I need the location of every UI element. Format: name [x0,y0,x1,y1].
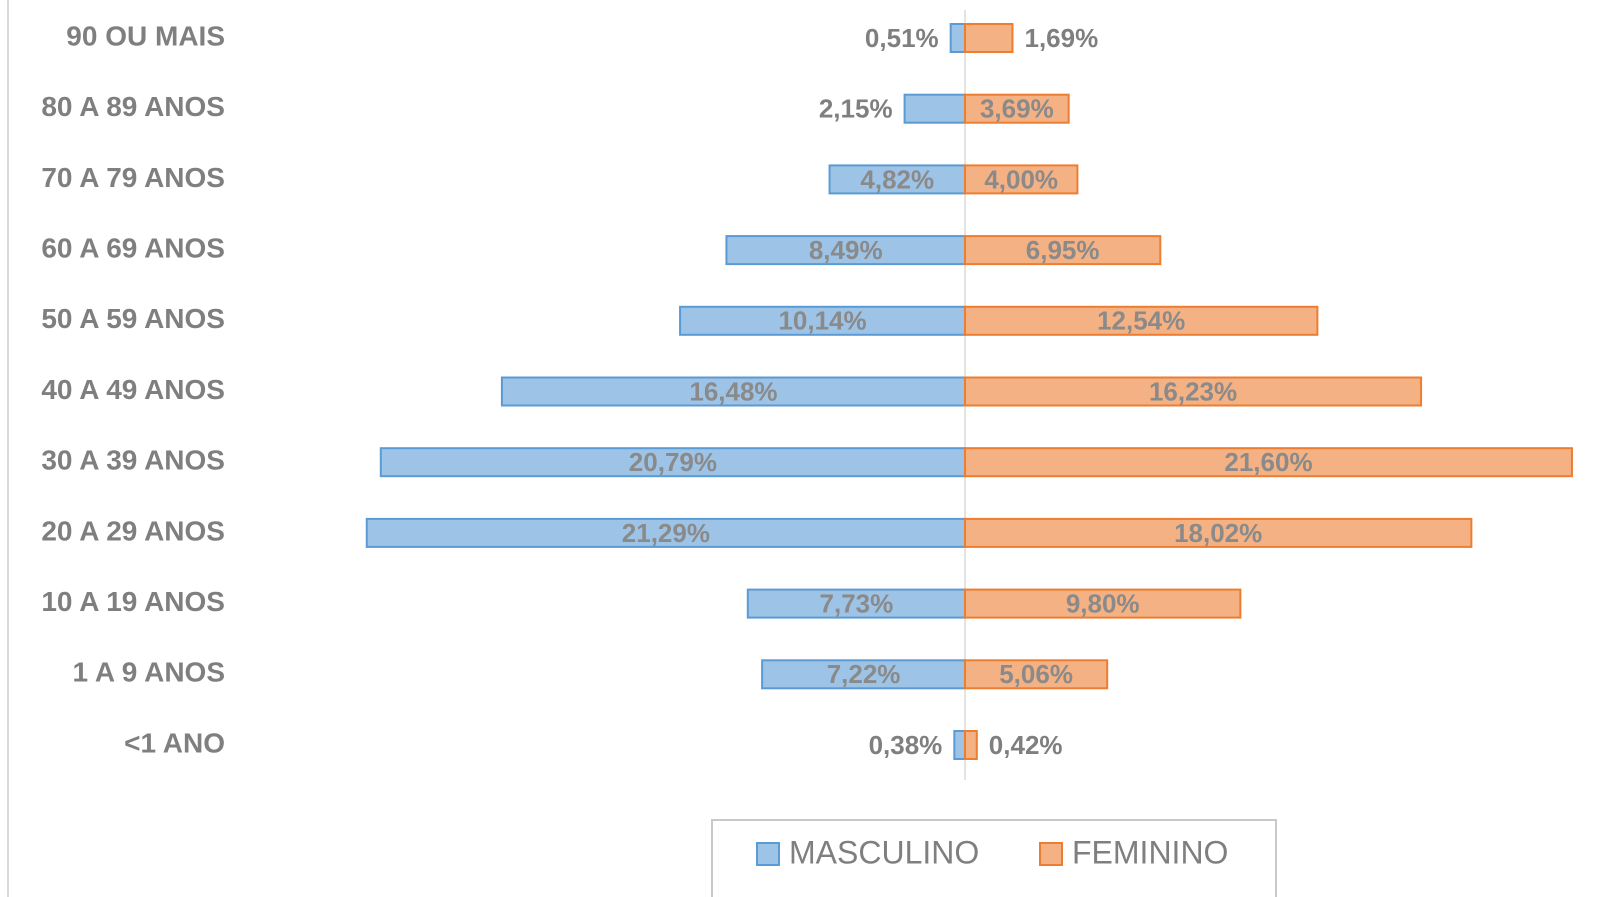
data-label: 2,15% [819,94,893,124]
bar [953,730,967,760]
data-label: 1,69% [1024,23,1098,53]
data-label: 16,48% [689,376,777,406]
bar [964,305,1319,336]
legend-swatch [756,842,780,866]
data-label: 16,23% [1149,376,1237,406]
bar [964,376,1423,407]
data-label: 8,49% [809,235,883,265]
bar [964,23,1014,53]
data-label: 3,69% [980,94,1054,124]
bar [379,447,966,478]
bar [725,235,967,266]
legend-label: FEMININO [1072,834,1228,870]
bar [964,93,1070,124]
data-label: 4,00% [984,164,1058,194]
bar [903,93,967,124]
y-tick-label: 80 A 89 ANOS [41,91,225,122]
y-tick-label: <1 ANO [124,727,225,758]
legend-swatch [1039,842,1063,866]
y-tick-label: 90 OU MAIS [66,20,225,51]
bar [964,517,1473,548]
data-label: 21,60% [1224,447,1312,477]
bar [964,659,1109,690]
y-tick-label: 10 A 19 ANOS [41,586,225,617]
bar [746,588,966,619]
data-label: 7,22% [827,659,901,689]
bar [949,23,967,53]
bar [365,517,967,548]
bar [964,164,1079,195]
data-label: 4,82% [860,164,934,194]
data-label: 0,38% [869,730,943,760]
bar [964,235,1162,266]
bar [761,659,966,690]
data-label: 7,73% [820,588,894,618]
y-tick-label: 1 A 9 ANOS [73,657,225,688]
legend-label: MASCULINO [789,834,979,870]
y-tick-label: 50 A 59 ANOS [41,303,225,334]
y-tick-label: 30 A 39 ANOS [41,445,225,476]
data-label: 21,29% [622,518,710,548]
data-label: 0,51% [865,23,939,53]
data-label: 5,06% [999,659,1073,689]
data-label: 18,02% [1174,518,1262,548]
bar [964,730,978,760]
data-label: 9,80% [1066,588,1140,618]
data-label: 12,54% [1097,306,1185,336]
y-tick-label: 70 A 79 ANOS [41,162,225,193]
bar [964,447,1573,478]
bar [500,376,966,407]
bar [964,588,1242,619]
data-label: 10,14% [778,306,866,336]
legend-box [711,819,1277,897]
y-tick-label: 60 A 69 ANOS [41,232,225,263]
data-label: 0,42% [989,730,1063,760]
data-label: 20,79% [629,447,717,477]
y-tick-label: 40 A 49 ANOS [41,374,225,405]
data-label: 6,95% [1026,235,1100,265]
bar [679,305,966,336]
y-tick-label: 20 A 29 ANOS [41,515,225,546]
